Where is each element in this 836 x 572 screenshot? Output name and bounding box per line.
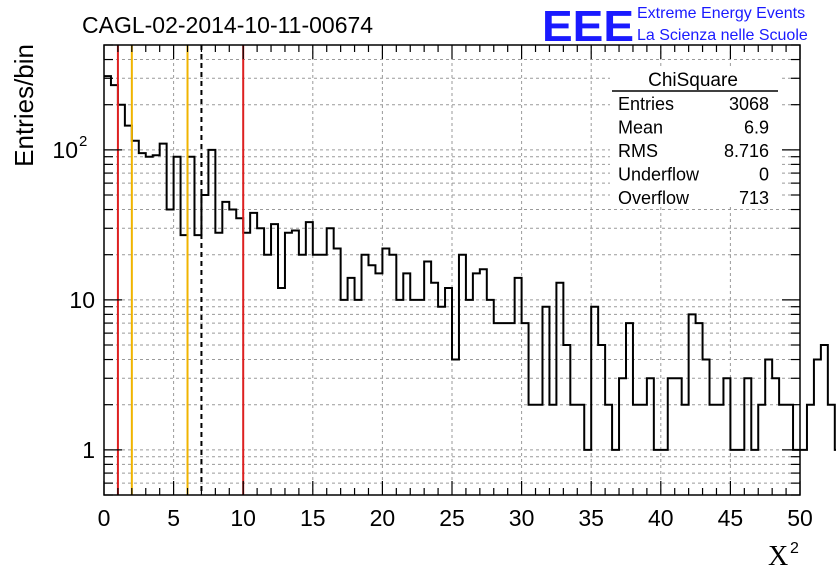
stats-row-value: 713 — [739, 188, 769, 208]
stats-row-value: 3068 — [729, 94, 769, 114]
y-tick-label: 1 — [82, 437, 95, 463]
stats-row-value: 6.9 — [744, 118, 769, 138]
stats-box-title: ChiSquare — [648, 70, 738, 91]
x-tick-label: 30 — [509, 505, 535, 531]
chart-title: CAGL-02-2014-10-11-00674 — [82, 12, 373, 38]
x-tick-labels: 0 5 10 15 20 25 30 35 40 45 50 — [98, 505, 813, 531]
stats-row-label: Underflow — [618, 165, 700, 185]
stats-row-label: RMS — [618, 141, 658, 161]
eee-logo-letters: EEE — [542, 2, 634, 51]
x-tick-label: 20 — [370, 505, 396, 531]
stats-row-label: Mean — [618, 118, 663, 138]
x-tick-label: 15 — [300, 505, 326, 531]
stats-box: ChiSquare Entries 3068 Mean 6.9 RMS 8.716 Unde… — [610, 66, 780, 208]
x-tick-label: 0 — [98, 505, 111, 531]
x-tick-label: 45 — [718, 505, 744, 531]
eee-logo-line1: Extreme Energy Events — [637, 5, 805, 22]
x-tick-label: 50 — [787, 505, 813, 531]
histogram-series — [104, 75, 836, 451]
y-tick-label: 10 — [52, 137, 78, 163]
threshold-lines — [116, 45, 245, 495]
stats-box-rows: Entries 3068 Mean 6.9 RMS 8.716 Underflow 0 Over… — [618, 94, 769, 208]
y-axis-label: Entries/bin — [9, 44, 39, 167]
x-axis-label-superscript: 2 — [790, 540, 799, 557]
x-axis-label-text: X — [768, 541, 788, 572]
stats-box-background — [610, 66, 780, 206]
eee-logo: EEE Extreme Energy Events La Scienza nel… — [542, 2, 808, 51]
stats-row-value: 8.716 — [724, 141, 769, 161]
axis-ticks — [103, 44, 801, 496]
x-tick-label: 5 — [167, 505, 180, 531]
x-tick-label: 35 — [578, 505, 604, 531]
x-axis-label: X 2 — [768, 540, 799, 572]
y-tick-label-exponent: 2 — [79, 133, 87, 150]
y-tick-label: 10 — [69, 287, 95, 313]
stats-row-label: Entries — [618, 94, 674, 114]
eee-logo-line2: La Scienza nelle Scuole — [637, 27, 808, 44]
x-tick-label: 25 — [439, 505, 465, 531]
stats-row-value: 0 — [759, 165, 769, 185]
x-tick-label: 10 — [230, 505, 256, 531]
stats-row-label: Overflow — [618, 188, 690, 208]
x-tick-label: 40 — [648, 505, 674, 531]
